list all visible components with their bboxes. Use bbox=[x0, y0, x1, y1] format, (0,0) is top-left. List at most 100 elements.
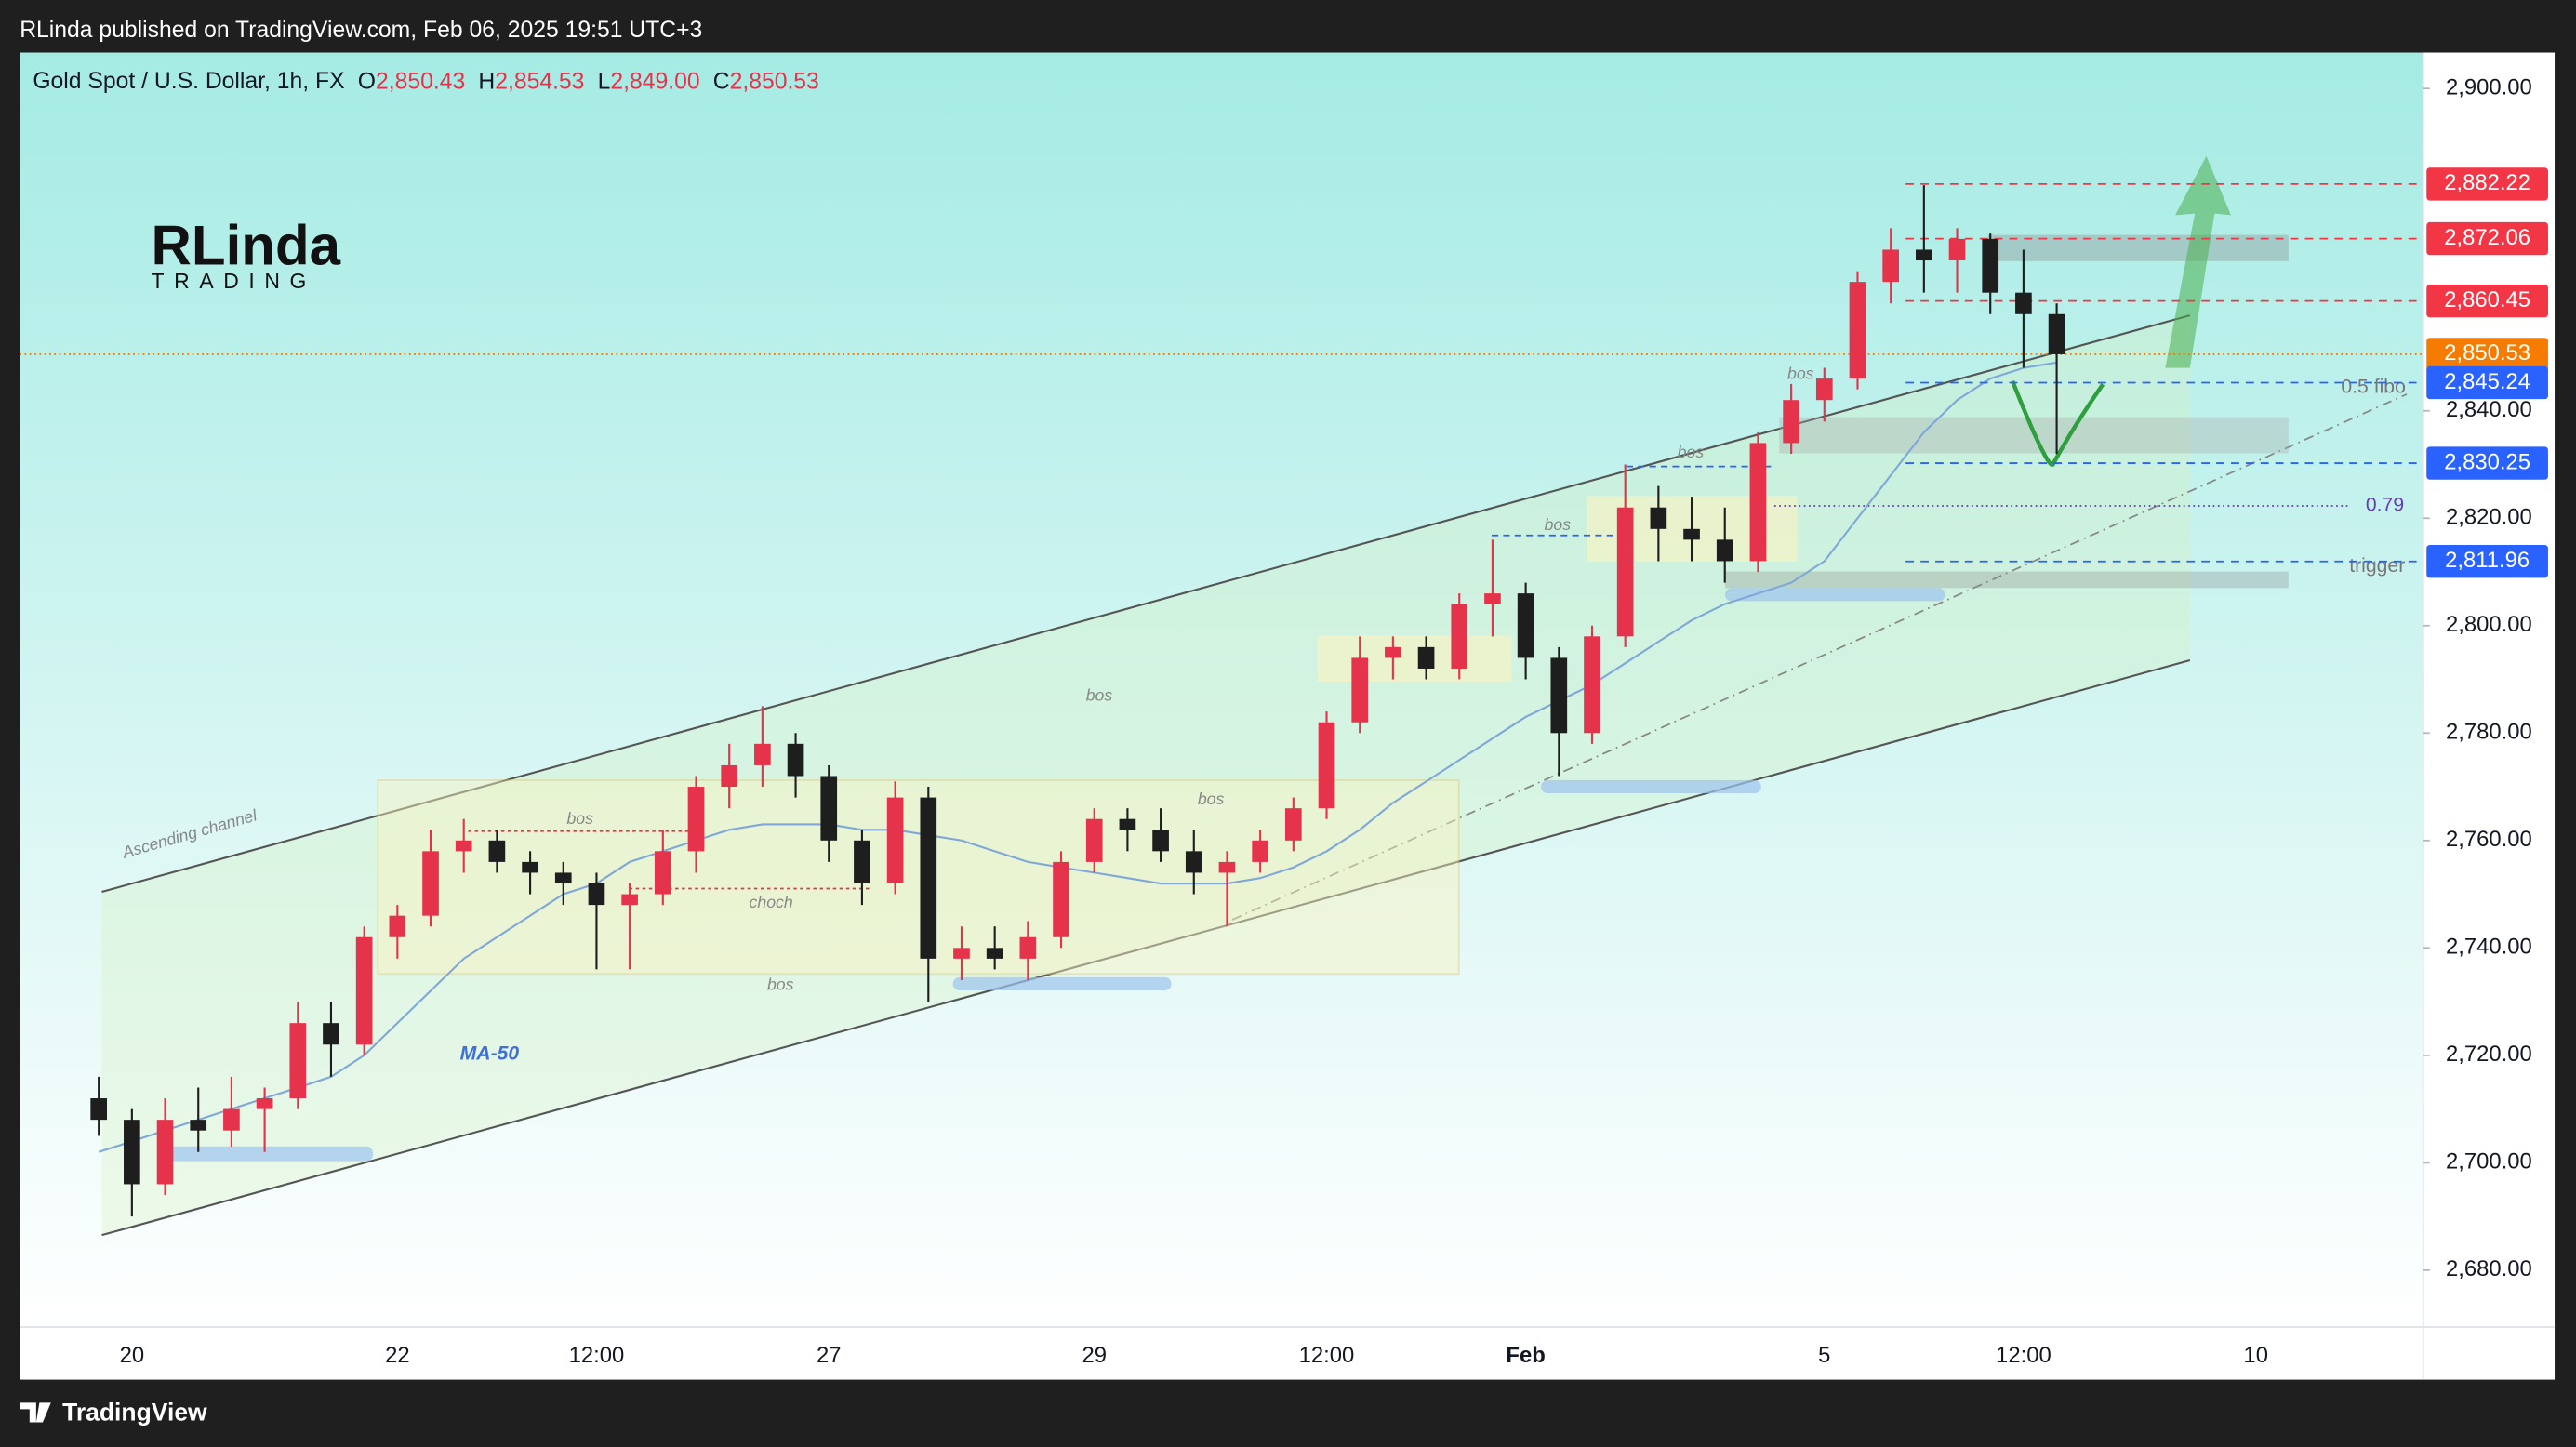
candle-body bbox=[1650, 507, 1667, 529]
candle-body bbox=[953, 948, 970, 959]
candle-body bbox=[920, 797, 937, 959]
level-label: 2,811.96 bbox=[2445, 548, 2530, 573]
ohlc-value: 2,850.53 bbox=[730, 69, 819, 94]
ohlc-key: C bbox=[713, 69, 730, 94]
level-label: 2,872.06 bbox=[2444, 225, 2530, 250]
liquidity-zone bbox=[1724, 588, 1945, 602]
publisher: RLinda published on TradingView.com, Feb… bbox=[20, 18, 702, 43]
annotation: bos bbox=[1678, 443, 1705, 461]
y-tick-label: 2,740.00 bbox=[2446, 935, 2532, 960]
liquidity-zone bbox=[159, 1146, 374, 1162]
candle-body bbox=[455, 840, 472, 852]
logo-name: RLinda bbox=[152, 214, 341, 276]
time-axis bbox=[20, 1327, 2556, 1380]
candle-body bbox=[355, 936, 373, 1045]
brand-icon bbox=[20, 1402, 51, 1423]
candle-body bbox=[323, 1023, 339, 1045]
level-label-box bbox=[2426, 446, 2548, 480]
x-tick-label: 12:00 bbox=[1299, 1343, 1355, 1368]
ohlc: O2,850.43 H2,854.53 L2,849.00 C2,850.53 bbox=[358, 69, 819, 94]
candle-body bbox=[190, 1120, 207, 1131]
logo-tagline: TRADING bbox=[152, 269, 317, 293]
annotation: bos bbox=[1086, 686, 1113, 705]
y-tick-label: 2,680.00 bbox=[2446, 1256, 2532, 1281]
level-label: 2,850.53 bbox=[2444, 340, 2530, 365]
candle-body bbox=[787, 743, 804, 777]
y-tick-label: 2,820.00 bbox=[2446, 505, 2532, 530]
level-label: 2,845.24 bbox=[2444, 369, 2530, 394]
level-label-box bbox=[2426, 221, 2548, 256]
ohlc-key: L bbox=[598, 69, 611, 94]
candle-body bbox=[90, 1098, 108, 1121]
ohlc-value: 2,849.00 bbox=[610, 69, 699, 94]
candle-body bbox=[1019, 936, 1037, 959]
annotation: choch bbox=[750, 893, 793, 911]
candle-body bbox=[1815, 378, 1833, 401]
level-label: 2,830.25 bbox=[2444, 449, 2530, 474]
candle-body bbox=[1484, 593, 1501, 604]
candle-body bbox=[1882, 249, 1899, 283]
symbol: Gold Spot / U.S. Dollar, 1h, FX bbox=[33, 69, 344, 94]
annotation: bos bbox=[1198, 790, 1225, 808]
candle-body bbox=[1716, 539, 1733, 562]
candle-body bbox=[1284, 808, 1302, 841]
level-label: 2,882.22 bbox=[2444, 170, 2530, 195]
demand-zone bbox=[1724, 571, 2289, 589]
x-tick-label: 27 bbox=[817, 1343, 842, 1368]
candle-body bbox=[1849, 282, 1866, 379]
candle-body bbox=[721, 764, 738, 788]
y-tick-label: 2,780.00 bbox=[2446, 720, 2532, 745]
range-zone bbox=[377, 779, 1460, 976]
ohlc-value: 2,854.53 bbox=[495, 69, 584, 94]
annotation: bos bbox=[566, 809, 593, 828]
level-label-box bbox=[2426, 284, 2548, 318]
y-tick-label: 2,900.00 bbox=[2446, 75, 2532, 100]
candle-body bbox=[156, 1120, 174, 1185]
candle-body bbox=[223, 1108, 240, 1131]
channel-line bbox=[101, 658, 2191, 1237]
candle-body bbox=[986, 948, 1003, 959]
candle-body bbox=[621, 894, 638, 906]
candle-body bbox=[1616, 507, 1634, 637]
x-tick-label: 5 bbox=[1818, 1343, 1830, 1368]
liquidity-zone bbox=[952, 976, 1172, 991]
ohlc-value: 2,850.43 bbox=[376, 69, 465, 94]
x-tick-label: 12:00 bbox=[569, 1343, 625, 1368]
candle-body bbox=[1318, 722, 1335, 809]
annotation: bos bbox=[1545, 515, 1572, 534]
level-label-box bbox=[2426, 545, 2548, 578]
candle-body bbox=[654, 851, 671, 895]
candle-body bbox=[422, 851, 439, 916]
candle-body bbox=[488, 840, 506, 862]
candle-body bbox=[1916, 249, 1932, 261]
candle-body bbox=[1351, 657, 1369, 723]
candle-body bbox=[2048, 313, 2065, 354]
candle-body bbox=[1749, 443, 1767, 562]
candle-body bbox=[1152, 830, 1169, 852]
ohlc-key: H bbox=[478, 69, 495, 94]
candle-body bbox=[687, 787, 705, 852]
y-tick-label: 2,800.00 bbox=[2446, 612, 2532, 637]
candle-body bbox=[256, 1098, 273, 1109]
level-label-box bbox=[2426, 167, 2548, 201]
candle-body bbox=[1683, 528, 1700, 540]
candle-body bbox=[1517, 593, 1534, 658]
candle-body bbox=[854, 840, 870, 884]
candle-body bbox=[1053, 861, 1069, 937]
x-tick-label: 20 bbox=[120, 1343, 145, 1368]
ohlc-key: O bbox=[358, 69, 376, 94]
x-tick-label: 10 bbox=[2243, 1343, 2268, 1368]
x-tick-label: 22 bbox=[385, 1343, 410, 1368]
annotation: 0.5 fibo bbox=[2341, 376, 2406, 397]
candle-body bbox=[124, 1120, 140, 1185]
annotation: MA-50 bbox=[460, 1042, 520, 1064]
brand: TradingView bbox=[62, 1399, 207, 1427]
candle-body bbox=[820, 776, 838, 841]
x-tick-label: 12:00 bbox=[1996, 1343, 2052, 1368]
candle-body bbox=[554, 872, 572, 884]
candle-body bbox=[1119, 818, 1136, 830]
candle-body bbox=[1451, 604, 1468, 669]
candle-body bbox=[1385, 646, 1401, 658]
candle-body bbox=[754, 743, 771, 765]
